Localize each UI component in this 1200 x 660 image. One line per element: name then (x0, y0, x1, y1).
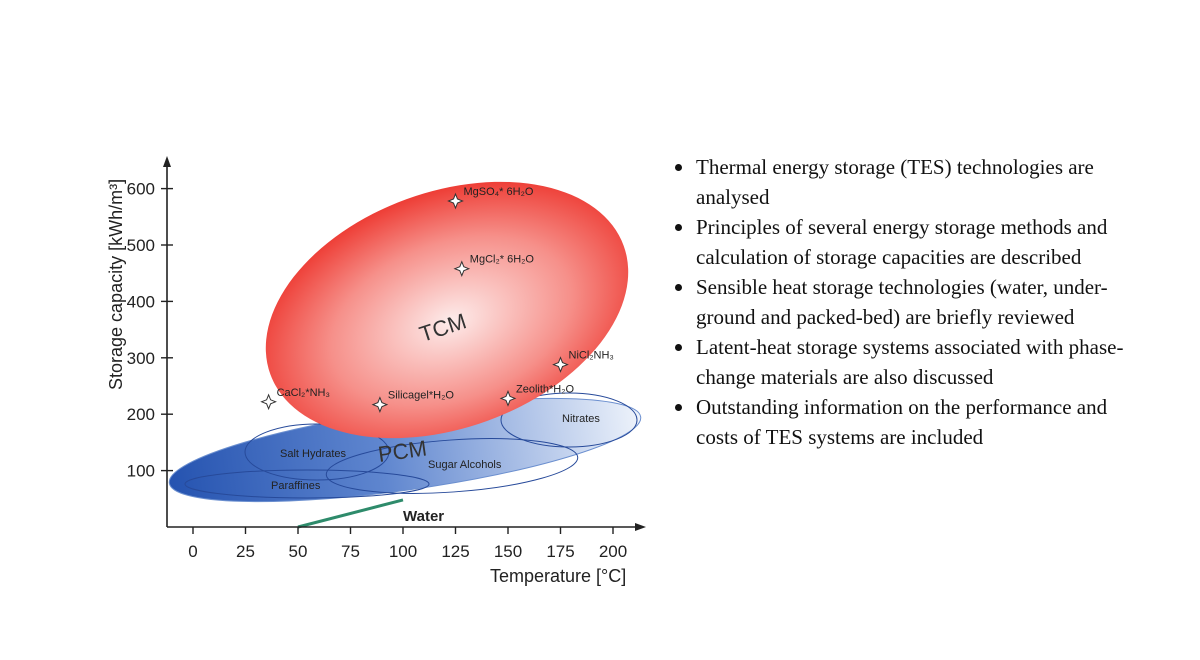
paraffines-region (184, 469, 430, 499)
y-tick-label: 500 (127, 236, 155, 255)
tcm-region (265, 181, 629, 439)
bullet-item: Thermal energy storage (TES) technologie… (670, 152, 1140, 212)
data-point-label: MgCl₂* 6H₂O (470, 254, 535, 266)
x-tick-label: 125 (441, 542, 469, 561)
data-point-label: Silicagel*H₂O (388, 390, 454, 402)
sugar-alcohols-region (325, 438, 579, 494)
y-axis-title: Storage capacity [kWh/m³] (106, 179, 126, 390)
x-tick-label: 175 (546, 542, 574, 561)
data-point-marker (453, 260, 471, 278)
sugar-alcohols-label: Sugar Alcohols (428, 459, 502, 471)
x-tick-label: 50 (289, 542, 308, 561)
bullet-item: Principles of several energy storage met… (670, 212, 1140, 272)
data-point-label: NiCl₂NH₃ (569, 350, 614, 362)
salt-hydrates-region (244, 423, 390, 481)
x-tick-label: 150 (494, 542, 522, 561)
x-tick-label: 25 (236, 542, 255, 561)
chart-svg: 0 25 50 75 100 125 150 175 200 100 200 300 400 500 600… (106, 156, 646, 586)
ticks: 0 25 50 75 100 125 150 175 200 100 200 300 400 500 600 (127, 180, 628, 561)
y-tick-label: 400 (127, 292, 155, 311)
data-point-marker (447, 192, 464, 210)
y-tick-label: 300 (127, 349, 155, 368)
bullet-item: Sensible heat storage technologies (wate… (670, 272, 1140, 332)
x-tick-label: 75 (341, 542, 360, 561)
water-label: Water (403, 508, 444, 525)
nitrates-label: Nitrates (562, 413, 600, 425)
data-point-label: MgSO₄* 6H₂O (464, 186, 534, 198)
y-tick-label: 200 (127, 405, 155, 424)
paraffines-label: Paraffines (271, 480, 321, 492)
y-tick-label: 100 (127, 462, 155, 481)
bullet-item: Outstanding information on the performan… (670, 392, 1140, 452)
bullet-item: Latent-heat storage systems associated w… (670, 332, 1140, 392)
data-point-marker (371, 396, 389, 413)
x-axis-title: Temperature [°C] (490, 566, 626, 586)
data-points: MgSO₄* 6H₂O MgCl₂* 6H₂O NiCl₂NH₃ Zeolith*H₂… (260, 186, 614, 413)
data-point-marker (499, 390, 517, 407)
y-tick-label: 600 (127, 180, 155, 199)
data-point-label: CaCl₂*NH₃ (277, 387, 330, 399)
x-tick-label: 0 (188, 542, 197, 561)
y-axis-arrow (163, 156, 171, 167)
chart: 0 25 50 75 100 125 150 175 200 100 200 300 400 500 600… (106, 156, 646, 586)
x-tick-label: 200 (599, 542, 627, 561)
x-axis-arrow (635, 523, 646, 531)
salt-hydrates-label: Salt Hydrates (280, 448, 347, 460)
data-point-marker (552, 356, 569, 373)
data-point-marker (260, 393, 277, 411)
nitrates-region (500, 392, 638, 448)
summary-bullets: Thermal energy storage (TES) technologie… (670, 152, 1140, 452)
data-point-label: Zeolith*H₂O (516, 383, 575, 395)
water-line (297, 498, 404, 529)
x-tick-label: 100 (389, 542, 417, 561)
